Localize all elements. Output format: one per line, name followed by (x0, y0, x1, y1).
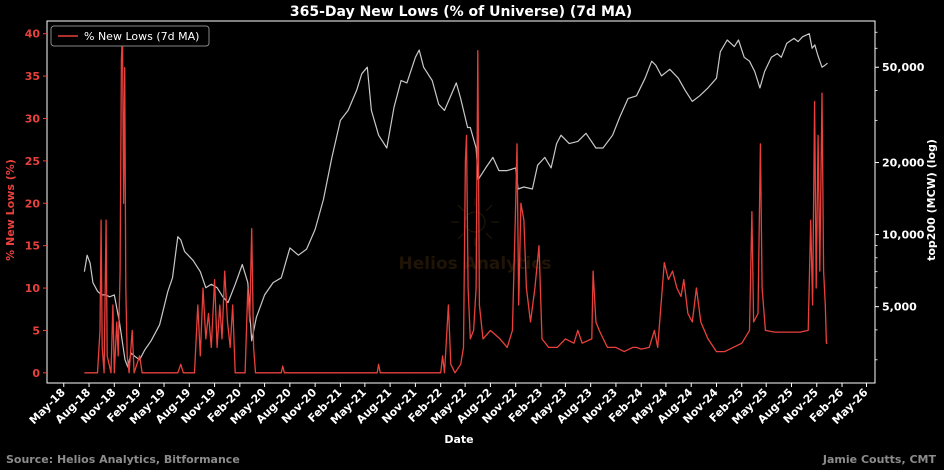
y-left-tick-label: 0 (32, 367, 40, 380)
legend-label: % New Lows (7d MA) (84, 30, 199, 43)
y-right-tick-label: 10,000 (882, 229, 925, 242)
y-axis-right-label: top200 (MCW) (log) (925, 139, 938, 261)
y-right-tick-label: 50,000 (882, 61, 925, 74)
y-left-tick-label: 35 (25, 70, 40, 83)
y-left-tick-label: 10 (25, 282, 41, 295)
chart-title: 365-Day New Lows (% of Universe) (7d MA) (290, 4, 632, 20)
legend: % New Lows (7d MA) (50, 25, 210, 47)
legend-box (50, 25, 210, 47)
y-right-tick-label: 5,000 (882, 301, 917, 314)
plot-frame (46, 20, 876, 384)
x-axis-label: Date (444, 433, 473, 446)
y-axis-left-label: % New Lows (%) (4, 159, 17, 261)
y-left-tick-label: 40 (25, 28, 41, 41)
y-left-tick-label: 30 (25, 112, 41, 125)
footer-author: Jamie Coutts, CMT (822, 453, 936, 466)
y-left-tick-label: 15 (25, 240, 40, 253)
y-left-tick-label: 5 (32, 324, 40, 337)
y-left-tick-label: 25 (25, 155, 40, 168)
footer-source: Source: Helios Analytics, Bitformance (6, 453, 240, 466)
watermark-text: Helios Analytics (399, 254, 552, 274)
series-line-new-lows (84, 33, 828, 374)
series-line-top200 (83, 33, 828, 368)
y-left-tick-label: 20 (25, 197, 41, 210)
y-right-tick-label: 20,000 (882, 157, 925, 170)
